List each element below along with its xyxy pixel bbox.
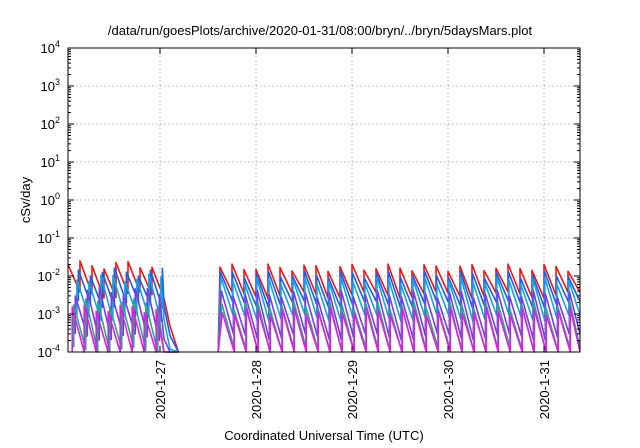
y-tick-label: 101 xyxy=(41,153,60,170)
series-line xyxy=(73,298,179,353)
series-line xyxy=(77,267,180,353)
y-axis-label: cSv/day xyxy=(18,176,33,223)
x-tick-label: 2020-1-30 xyxy=(441,360,456,419)
y-tick-label: 103 xyxy=(41,77,60,94)
y-tick-label: 10-1 xyxy=(38,229,60,246)
x-tick-label: 2020-1-27 xyxy=(153,360,168,419)
y-tick-label: 10-2 xyxy=(38,267,60,284)
x-tick-label: 2020-1-29 xyxy=(345,360,360,419)
y-tick-label: 100 xyxy=(41,191,60,208)
x-axis: 2020-1-27 2020-1-28 2020-1-29 2020-1-30 2020… xyxy=(153,48,552,419)
series-line xyxy=(76,273,179,353)
series-line xyxy=(74,286,179,353)
x-axis-label: Coordinated Universal Time (UTC) xyxy=(224,428,423,443)
series-line xyxy=(71,304,179,353)
y-tick-label: 10-3 xyxy=(38,305,60,322)
y-tick-label: 10-4 xyxy=(38,343,60,360)
series-group xyxy=(67,260,581,353)
x-tick-label: 2020-1-31 xyxy=(537,360,552,419)
y-tick-label: 104 xyxy=(41,39,60,56)
chart-title: /data/run/goesPlots/archive/2020-01-31/0… xyxy=(108,23,533,38)
y-axis: 104 103 102 101 100 10-1 10-2 10-3 10-4 xyxy=(38,39,580,360)
y-tick-label: 102 xyxy=(41,115,60,132)
x-tick-label: 2020-1-28 xyxy=(249,360,264,419)
